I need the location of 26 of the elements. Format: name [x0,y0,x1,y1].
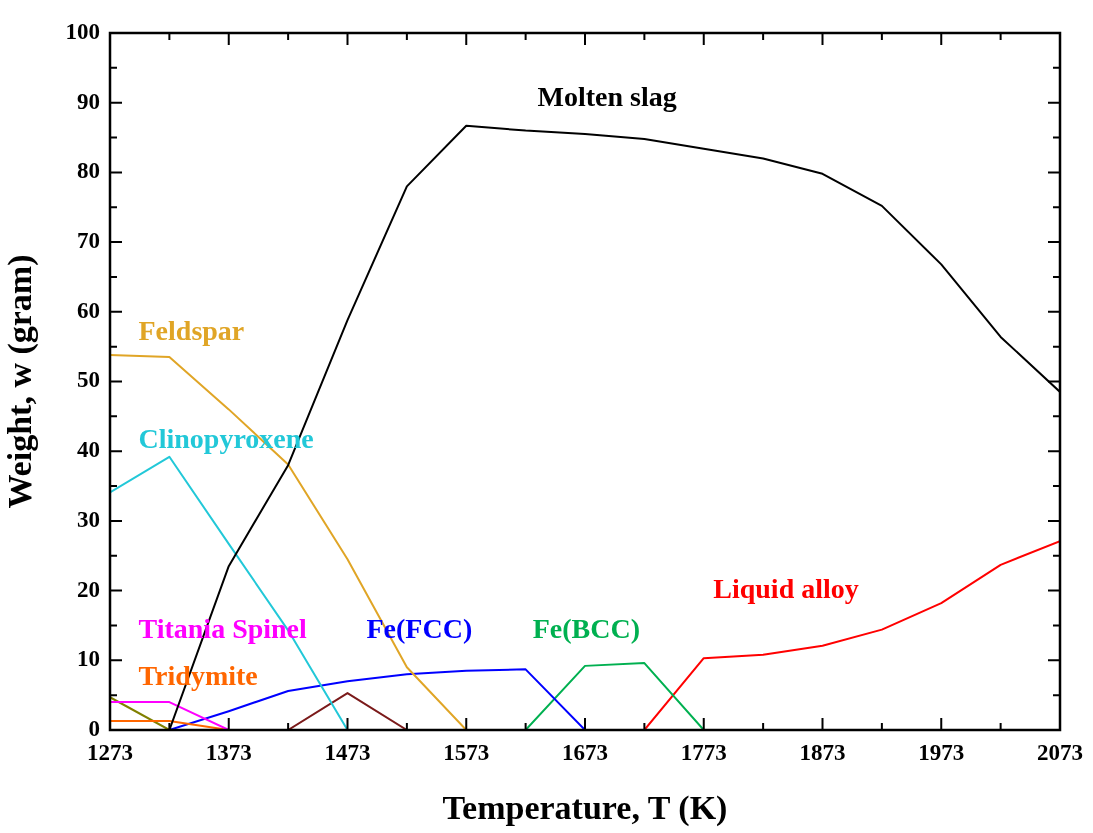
x-tick-label: 1873 [799,739,846,765]
y-tick-label: 30 [77,506,100,532]
y-tick-label: 80 [77,158,100,184]
x-tick-label: 1373 [205,739,252,765]
y-tick-label: 90 [77,88,100,114]
y-tick-label: 100 [65,18,100,44]
x-tick-label: 1273 [87,739,133,765]
y-tick-label: 50 [77,367,100,393]
x-tick-label: 1573 [443,739,490,765]
y-tick-label: 60 [77,297,100,323]
x-tick-label: 1973 [918,739,965,765]
y-axis-title: Weight, w (gram) [1,254,40,509]
y-tick-label: 40 [77,437,100,463]
y-tick-label: 20 [77,576,100,602]
y-tick-label: 10 [77,646,100,672]
x-tick-label: 1773 [680,739,727,765]
series-label: Molten slag [537,81,677,113]
series-label: Fe(BCC) [532,613,641,645]
y-tick-label: 0 [88,715,100,741]
x-axis-title: Temperature, T (K) [442,789,728,828]
series-label: Liquid alloy [713,572,859,604]
x-tick-label: 1473 [324,739,371,765]
x-tick-label: 1673 [562,739,608,765]
series-label: Feldspar [138,314,245,346]
x-tick-label: 2073 [1037,739,1083,765]
y-tick-label: 70 [77,228,100,254]
